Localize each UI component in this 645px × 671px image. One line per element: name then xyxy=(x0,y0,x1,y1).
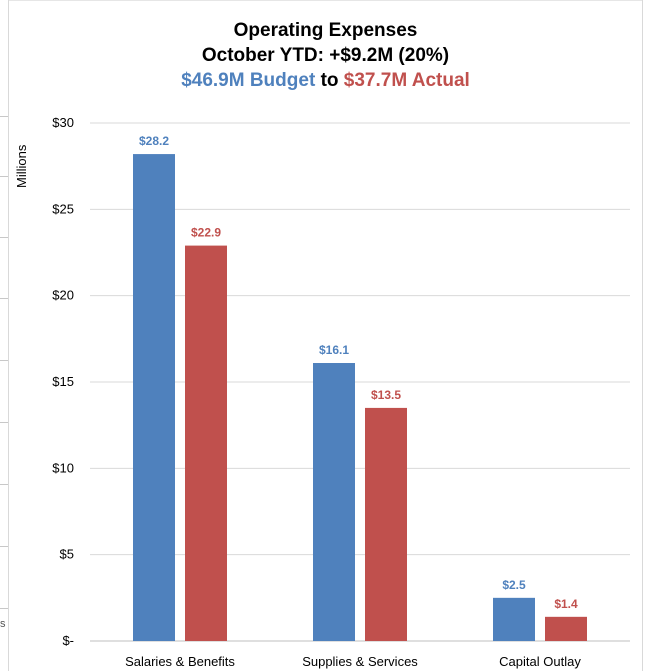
y-tick-label: $5 xyxy=(60,547,74,562)
budget-data-label: $28.2 xyxy=(139,134,169,148)
budget-total-text: $46.9M Budget xyxy=(181,70,316,91)
edge-tick xyxy=(0,422,8,423)
edge-stray-mark: s xyxy=(0,618,6,630)
x-category-label: Supplies & Services xyxy=(302,654,418,669)
edge-tick xyxy=(0,546,8,547)
edge-tick xyxy=(0,116,8,117)
edge-tick xyxy=(0,360,8,361)
actual-data-label: $1.4 xyxy=(554,597,578,611)
joiner-text: to xyxy=(320,70,339,91)
top-border xyxy=(9,0,643,1)
edge-tick xyxy=(0,176,8,177)
budget-vs-actual-line: $46.9M Budget to $37.7M Actual xyxy=(9,68,642,93)
edge-tick xyxy=(0,237,8,238)
y-tick-label: $15 xyxy=(52,374,74,389)
left-edge-strip xyxy=(0,0,9,671)
y-tick-label: $10 xyxy=(52,460,74,475)
actual-bar xyxy=(545,616,587,641)
actual-data-label: $13.5 xyxy=(371,388,401,402)
edge-tick xyxy=(0,484,8,485)
budget-data-label: $16.1 xyxy=(319,343,349,357)
budget-data-label: $2.5 xyxy=(502,578,526,592)
budget-bar xyxy=(133,154,175,641)
x-category-label: Capital Outlay xyxy=(499,654,581,669)
budget-bar xyxy=(313,363,355,641)
actual-bar xyxy=(185,245,227,642)
chart-subtitle: October YTD: +$9.2M (20%) xyxy=(201,45,450,66)
x-category-label: Salaries & Benefits xyxy=(125,654,235,669)
edge-tick xyxy=(0,298,8,299)
actual-bar xyxy=(365,407,407,641)
y-tick-label: $30 xyxy=(52,115,74,130)
actual-data-label: $22.9 xyxy=(191,226,221,240)
edge-tick xyxy=(0,608,8,609)
chart-title-block: Operating Expenses October YTD: +$9.2M (… xyxy=(9,18,642,93)
y-tick-label: $20 xyxy=(52,288,74,303)
actual-total-text: $37.7M Actual xyxy=(343,70,470,91)
y-tick-label: $25 xyxy=(52,201,74,216)
budget-bar xyxy=(493,597,535,641)
right-border xyxy=(642,0,643,671)
y-tick-label: $- xyxy=(62,633,74,648)
chart-title: Operating Expenses xyxy=(233,20,418,41)
